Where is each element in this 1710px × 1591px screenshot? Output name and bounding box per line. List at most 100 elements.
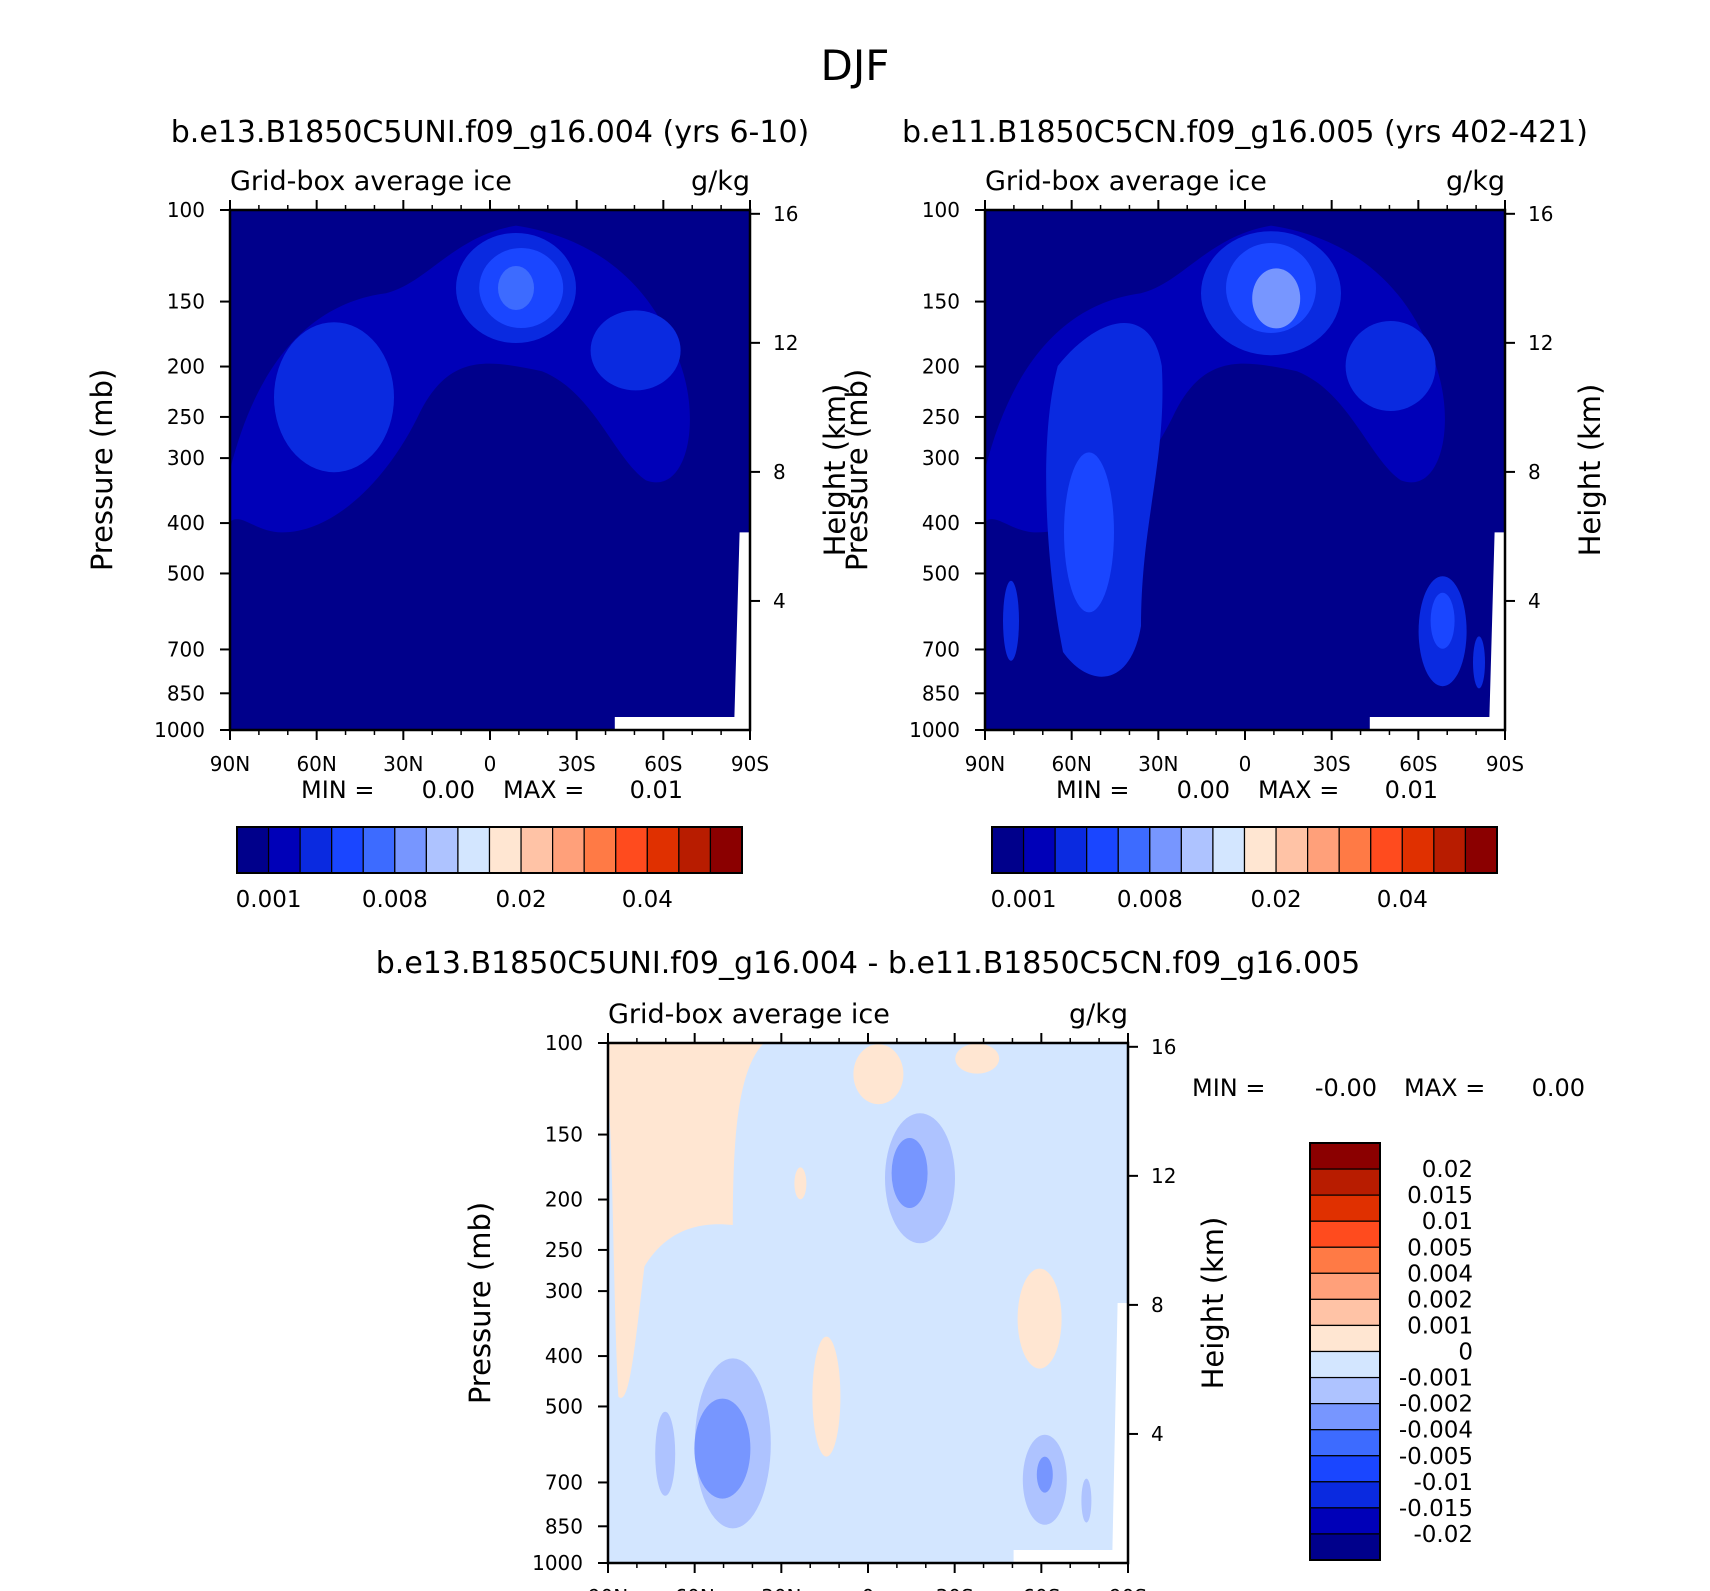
- y-tick-label: 400: [545, 1344, 583, 1368]
- colorbar-label: 0.01: [1422, 1209, 1473, 1235]
- y-tick-label: 150: [167, 290, 205, 314]
- y-right-tick-label: 8: [773, 460, 786, 484]
- y-tick-label: 200: [545, 1188, 583, 1212]
- colorbar-swatch: [1307, 826, 1340, 874]
- contour-fill-positive: [853, 1044, 904, 1105]
- y-right-tick-label: 4: [1151, 1422, 1164, 1446]
- y-axis-title: Pressure (mb): [463, 1202, 497, 1404]
- subtitle-units: g/kg: [691, 166, 750, 197]
- colorbar-swatch: [1309, 1403, 1381, 1431]
- x-tick-label: 60S: [644, 752, 682, 776]
- x-tick-label: 90N: [588, 1585, 628, 1591]
- y-tick-label: 1000: [154, 718, 205, 742]
- colorbar-swatch: [236, 826, 270, 874]
- contour-fill-negative-1: [1081, 1478, 1092, 1523]
- colorbar-label: -0.01: [1413, 1470, 1473, 1496]
- colorbar-swatch: [1309, 1194, 1381, 1222]
- x-tick-label: 30S: [1313, 752, 1351, 776]
- colorbar-label: 0.005: [1407, 1235, 1473, 1261]
- colorbar-label: 0.008: [362, 887, 428, 913]
- colorbar-swatch: [425, 826, 459, 874]
- y-tick-label: 250: [545, 1238, 583, 1262]
- x-tick-label: 30N: [383, 752, 423, 776]
- contour-fill-level-2: [590, 310, 681, 391]
- y-right-tick-label: 12: [1528, 331, 1553, 355]
- y-tick-label: 200: [167, 355, 205, 379]
- colorbar-swatch: [1086, 826, 1119, 874]
- y-tick-label: 200: [922, 355, 960, 379]
- max-value: 0.00: [1532, 1074, 1585, 1102]
- colorbar-label: 0.04: [1377, 887, 1428, 913]
- x-tick-label: 90S: [1486, 752, 1524, 776]
- colorbar-label: 0.001: [1407, 1313, 1473, 1339]
- y-right-axis-title: Height (km): [1196, 1217, 1230, 1390]
- contour-fill-negative-2: [694, 1398, 751, 1499]
- colorbar-swatch: [1309, 1429, 1381, 1457]
- colorbar-label: -0.005: [1399, 1444, 1473, 1470]
- colorbar-swatch: [1309, 1220, 1381, 1248]
- max-label: MAX =: [1404, 1074, 1485, 1102]
- colorbar-swatch: [520, 826, 554, 874]
- y-tick-label: 850: [922, 681, 960, 705]
- colorbar-label: -0.001: [1399, 1366, 1473, 1392]
- y-right-tick-label: 4: [1528, 589, 1541, 613]
- y-tick-label: 500: [922, 561, 960, 585]
- x-tick-label: 60S: [1022, 1585, 1060, 1591]
- colorbar-swatch: [1370, 826, 1403, 874]
- colorbar-frame: [991, 826, 1498, 874]
- x-tick-label: 30N: [761, 1585, 801, 1591]
- min-label: MIN =: [301, 776, 374, 804]
- colorbar-2: 0.001 0.008 0.02 0.04: [991, 826, 1498, 913]
- colorbar-swatch: [1117, 826, 1151, 874]
- contour-field: [985, 210, 1505, 730]
- x-tick-label: 0: [862, 1585, 875, 1591]
- colorbar-swatch: [646, 826, 680, 874]
- missing-data-mask: [1013, 1303, 1128, 1563]
- x-tick-label: 0: [484, 752, 497, 776]
- y-tick-label: 100: [545, 1031, 583, 1055]
- x-tick-label: 30N: [1138, 752, 1178, 776]
- colorbar-swatch: [1275, 826, 1309, 874]
- subtitle-left: Grid-box average ice: [608, 999, 890, 1030]
- y-tick-label: 1000: [909, 718, 960, 742]
- colorbar-label: 0.02: [1422, 1157, 1473, 1183]
- missing-data-mask: [1369, 532, 1505, 730]
- min-label: MIN =: [1056, 776, 1129, 804]
- colorbar-swatch: [457, 826, 491, 874]
- colorbar-3: 0.020.0150.010.0050.0040.0020.0010-0.001…: [1309, 1142, 1473, 1561]
- colorbar-swatch: [331, 826, 364, 874]
- colorbar-swatch: [583, 826, 617, 874]
- y-tick-label: 850: [167, 681, 205, 705]
- missing-data-mask: [614, 532, 750, 730]
- colorbar-swatch: [1309, 1298, 1381, 1327]
- contour-field: [230, 210, 750, 730]
- contour-fill-negative-2: [1036, 1456, 1053, 1493]
- colorbar-label: -0.002: [1399, 1392, 1473, 1418]
- max-label: MAX =: [503, 776, 584, 804]
- subtitle-left: Grid-box average ice: [230, 166, 512, 197]
- panels: b.e13.B1850C5UNI.f09_g16.004 (yrs 6-10) G…: [85, 115, 1607, 1591]
- y-tick-label: 300: [167, 446, 205, 470]
- contour-fill-negative-2: [891, 1138, 928, 1208]
- y-tick-label: 300: [545, 1279, 583, 1303]
- colorbar-frame: [236, 826, 743, 874]
- max-label: MAX =: [1258, 776, 1339, 804]
- colorbar-label: 0.04: [622, 887, 673, 913]
- colorbar-frame: [1309, 1142, 1381, 1561]
- colorbar-swatch: [1309, 1533, 1381, 1561]
- colorbar-swatch: [991, 826, 1025, 874]
- colorbar-swatch: [1212, 826, 1246, 874]
- x-tick-label: 90S: [731, 752, 769, 776]
- colorbar-label: 0.004: [1407, 1261, 1473, 1287]
- x-tick-label: 60N: [674, 1585, 714, 1591]
- y-tick-label: 700: [545, 1470, 583, 1494]
- colorbar-swatch: [362, 826, 396, 874]
- panel-2: b.e11.B1850C5CN.f09_g16.005 (yrs 402-421…: [840, 115, 1607, 804]
- colorbar-swatch: [1022, 826, 1056, 874]
- contour-fill-positive: [1017, 1268, 1062, 1369]
- colorbar-label: 0.002: [1407, 1287, 1473, 1313]
- y-tick-label: 850: [545, 1514, 583, 1538]
- contour-field: [608, 1043, 1128, 1563]
- colorbar-swatch: [1309, 1455, 1381, 1483]
- colorbar-swatch: [1180, 826, 1214, 874]
